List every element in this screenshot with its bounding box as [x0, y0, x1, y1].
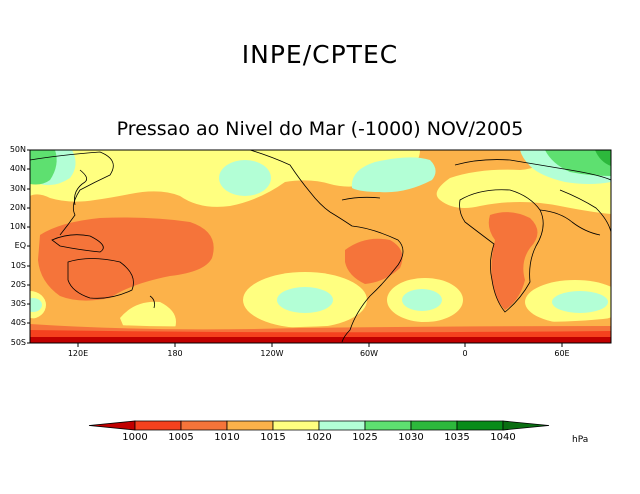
lon-label: 60W — [359, 349, 379, 358]
lat-label: 50N — [9, 145, 26, 154]
colorbar-unit: hPa — [572, 435, 589, 445]
low-warm-pool — [38, 217, 214, 301]
colorbar-segment — [318, 420, 366, 431]
colorbar-label: 1000 — [122, 432, 148, 443]
colorbar-label: 1015 — [260, 432, 286, 443]
colorbar-label: 1025 — [352, 432, 378, 443]
high-core-west-edge — [30, 298, 42, 312]
colorbar-segment — [134, 420, 182, 431]
colorbar-label: 1010 — [214, 432, 240, 443]
lat-label: EQ — [14, 241, 26, 250]
colorbar-segment — [364, 420, 412, 431]
lat-label: 30N — [9, 184, 26, 193]
colorbar-segment — [88, 420, 136, 431]
map-subtitle: Pressao ao Nivel do Mar (-1000) NOV/2005 — [116, 118, 524, 140]
latitude-ticks — [27, 149, 30, 344]
institution-title: INPE/CPTEC — [241, 40, 399, 69]
coastlines — [30, 150, 611, 343]
colorbar-label: 1040 — [490, 432, 516, 443]
colorbar — [88, 420, 550, 431]
lat-label: 20S — [10, 280, 26, 289]
colorbar-segment — [226, 420, 274, 431]
lon-label: 60E — [554, 349, 570, 358]
high-cell-north-atlantic — [351, 157, 436, 193]
low-south-america — [345, 238, 403, 284]
lat-label: 30S — [10, 299, 26, 308]
lon-label: 0 — [462, 349, 468, 358]
high-core-south-pacific — [277, 287, 333, 313]
lat-label: 40S — [10, 318, 26, 327]
high-core-south-atlantic — [402, 289, 442, 311]
pressure-field — [30, 150, 611, 343]
lon-label: 120W — [260, 349, 284, 358]
lat-label: 10N — [9, 222, 26, 231]
colorbar-label: 1030 — [398, 432, 424, 443]
high-cell-north-pacific — [219, 160, 271, 196]
lat-label: 10S — [10, 261, 26, 270]
southern-band-below-1000 — [30, 337, 611, 343]
lat-label: 20N — [9, 203, 26, 212]
longitude-ticks — [77, 343, 563, 347]
colorbar-label: 1005 — [168, 432, 194, 443]
low-africa — [488, 212, 538, 310]
colorbar-segment — [410, 420, 458, 431]
lat-label: 40N — [9, 164, 26, 173]
high-core-siberia — [545, 150, 611, 176]
lon-label: 180 — [167, 349, 183, 358]
high-core-indian-ocean — [552, 291, 608, 313]
colorbar-segment — [180, 420, 228, 431]
colorbar-label: 1035 — [444, 432, 470, 443]
lon-label: 120E — [67, 349, 89, 358]
colorbar-segment — [456, 420, 504, 431]
high-peak-siberia — [595, 150, 611, 166]
colorbar-label: 1020 — [306, 432, 332, 443]
colorbar-segment — [502, 420, 550, 431]
field-1015-1020-north-east — [30, 150, 611, 214]
colorbar-segment — [272, 420, 320, 431]
subtropical-high-australia — [120, 301, 176, 333]
lat-label: 50S — [10, 338, 26, 347]
